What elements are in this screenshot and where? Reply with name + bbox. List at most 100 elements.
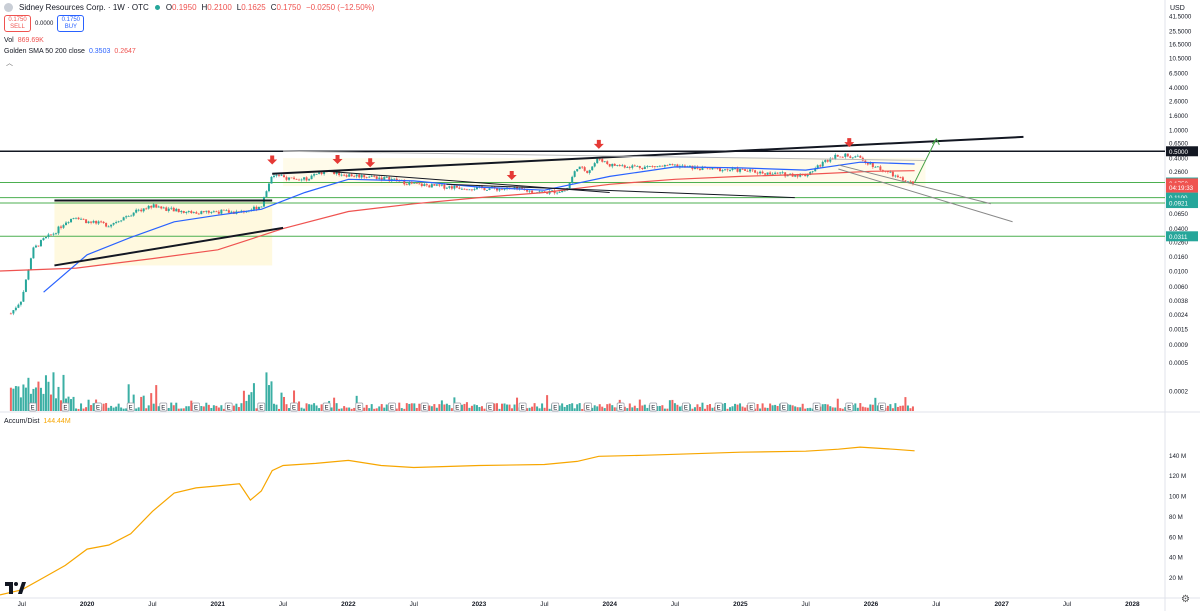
buy-button[interactable]: 0.1750 BUY bbox=[57, 15, 85, 32]
volume-bar bbox=[661, 405, 664, 411]
candle-body bbox=[257, 206, 260, 210]
candle-body bbox=[180, 211, 183, 213]
candle-body bbox=[638, 165, 641, 168]
volume-bar bbox=[340, 408, 343, 411]
earnings-label: E bbox=[880, 406, 884, 412]
earnings-marker: E bbox=[518, 402, 527, 412]
volume-bar bbox=[696, 404, 699, 411]
candle-body bbox=[468, 189, 471, 191]
candle-body bbox=[834, 154, 837, 160]
volume-bar bbox=[465, 402, 468, 411]
candle-body bbox=[633, 165, 636, 167]
candle-body bbox=[34, 245, 37, 248]
volume-bar bbox=[791, 405, 794, 411]
candle-body bbox=[125, 216, 128, 218]
volume-bar bbox=[541, 403, 544, 411]
high-value: 0.2100 bbox=[207, 3, 232, 12]
candle-body bbox=[212, 211, 215, 213]
volume-bar bbox=[205, 402, 208, 411]
chevron-up-icon[interactable]: ︿ bbox=[6, 60, 13, 67]
volume-bar bbox=[232, 405, 235, 411]
candle-body bbox=[135, 209, 138, 213]
sell-button[interactable]: 0.1750 SELL bbox=[4, 15, 31, 32]
candle-body bbox=[365, 177, 368, 179]
volume-bar bbox=[210, 407, 213, 411]
volume-bar bbox=[445, 403, 448, 411]
candle-body bbox=[225, 210, 228, 212]
volume-bar bbox=[601, 406, 604, 411]
volume-bar bbox=[891, 408, 894, 411]
volume-bar bbox=[576, 404, 579, 411]
volume-bar bbox=[435, 407, 438, 411]
candle-body bbox=[874, 166, 877, 168]
candle-body bbox=[172, 207, 175, 212]
volume-bar bbox=[54, 398, 57, 411]
candle-body bbox=[621, 165, 624, 167]
buy-price: 0.1750 bbox=[61, 16, 81, 23]
candle-body bbox=[596, 158, 599, 164]
earnings-label: E bbox=[292, 406, 296, 412]
volume-bar bbox=[313, 403, 316, 411]
volume-bar bbox=[433, 404, 436, 411]
earnings-label: E bbox=[423, 406, 427, 412]
candle-body bbox=[455, 185, 458, 188]
earnings-label: E bbox=[684, 406, 688, 412]
gear-icon[interactable]: ⚙ bbox=[1181, 594, 1190, 605]
accum-dist-legend[interactable]: Accum/Dist 144.44M bbox=[4, 418, 71, 425]
candle-body bbox=[110, 224, 113, 227]
candle-body bbox=[303, 177, 306, 180]
earnings-label: E bbox=[782, 406, 786, 412]
candle-body bbox=[558, 192, 561, 193]
candle-body bbox=[277, 175, 280, 176]
earnings-box bbox=[812, 402, 821, 412]
price-tick-label: 0.0005 bbox=[1169, 360, 1188, 367]
volume-bar bbox=[581, 408, 584, 411]
candle-body bbox=[77, 217, 80, 220]
volume-bar bbox=[368, 408, 371, 411]
earnings-label: E bbox=[357, 406, 361, 412]
candle-body bbox=[809, 171, 812, 176]
candle-body bbox=[586, 170, 589, 173]
volume-bar bbox=[265, 372, 268, 411]
candle-body bbox=[859, 155, 862, 158]
accum-dist-tick-label: 60 M bbox=[1169, 534, 1183, 541]
volume-legend[interactable]: Vol 869.69K bbox=[4, 37, 44, 44]
time-tick-label: 2026 bbox=[864, 601, 879, 608]
sma-legend[interactable]: Golden SMA 50 200 close 0.3503 0.2647 bbox=[4, 48, 136, 55]
time-tick-label: Jul bbox=[18, 601, 27, 608]
volume-bar bbox=[536, 406, 539, 411]
projection-line bbox=[914, 138, 937, 183]
symbol-title[interactable]: Sidney Resources Corp. · 1W · OTC bbox=[19, 3, 149, 12]
volume-bar bbox=[308, 404, 311, 411]
candle-body bbox=[656, 166, 659, 168]
time-tick-label: Jul bbox=[540, 601, 549, 608]
volume-bar bbox=[501, 403, 504, 411]
volume-bar bbox=[303, 408, 306, 411]
volume-bar bbox=[370, 404, 373, 411]
candle-body bbox=[102, 221, 105, 224]
volume-bar bbox=[526, 408, 529, 411]
candle-body bbox=[844, 153, 847, 157]
candle-body bbox=[280, 175, 283, 177]
volume-bar bbox=[894, 403, 897, 411]
candle-body bbox=[641, 167, 644, 170]
candle-body bbox=[255, 206, 258, 210]
volume-bar bbox=[280, 392, 283, 411]
candle-body bbox=[75, 217, 78, 219]
close-key: C bbox=[270, 3, 277, 12]
candle-body bbox=[708, 168, 711, 170]
accum-dist-value: 144.44M bbox=[43, 418, 71, 425]
volume-bar bbox=[836, 398, 839, 411]
time-tick-label: 2027 bbox=[994, 601, 1009, 608]
volume-bar bbox=[641, 405, 644, 411]
currency-label[interactable]: USD bbox=[1170, 5, 1185, 12]
volume-bar bbox=[147, 405, 150, 411]
volume-bar bbox=[212, 405, 215, 411]
candle-body bbox=[295, 178, 298, 180]
price-badge-label: 0.0921 bbox=[1169, 201, 1188, 208]
candle-body bbox=[155, 204, 158, 208]
volume-bar bbox=[558, 405, 561, 411]
